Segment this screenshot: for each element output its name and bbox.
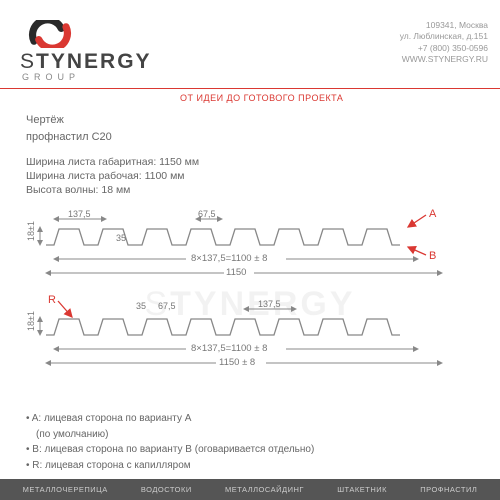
dim-eq-top: 8×137,5=1100 ± 8 bbox=[191, 253, 267, 264]
header: STYNERGY GROUP 109341, Москва ул. Люблин… bbox=[0, 0, 500, 89]
label-b: B bbox=[429, 250, 436, 262]
footer: МЕТАЛЛОЧЕРЕПИЦА ВОДОСТОКИ МЕТАЛЛОСАЙДИНГ… bbox=[0, 479, 500, 500]
note-a2: (по умолчанию) bbox=[36, 429, 109, 440]
dim-1375-top: 137,5 bbox=[68, 209, 91, 219]
dim-1375-bot: 137,5 bbox=[258, 299, 281, 309]
slogan: ОТ ИДЕИ ДО ГОТОВОГО ПРОЕКТА bbox=[180, 93, 343, 103]
logo-name-bold: TYNERGY bbox=[36, 50, 152, 73]
label-a: A bbox=[429, 208, 437, 220]
logo-mark bbox=[26, 20, 74, 48]
footer-c4: ШТАКЕТНИК bbox=[337, 485, 387, 494]
spec-wave: Высота волны: 18 мм bbox=[26, 183, 474, 197]
logo-name: STYNERGY bbox=[20, 50, 152, 74]
body: Чертёж профнастил С20 Ширина листа габар… bbox=[0, 103, 500, 473]
note-a: A: лицевая сторона по варианту А bbox=[32, 413, 192, 424]
contact-addr2: ул. Люблинская, д.151 bbox=[400, 31, 488, 42]
contact-addr1: 109341, Москва bbox=[400, 20, 488, 31]
dim-eq-bot: 8×137,5=1100 ± 8 bbox=[191, 343, 267, 354]
logo-name-prefix: S bbox=[20, 50, 36, 73]
slogan-row: ОТ ИДЕИ ДО ГОТОВОГО ПРОЕКТА bbox=[0, 89, 500, 103]
contact-block: 109341, Москва ул. Люблинская, д.151 +7 … bbox=[400, 20, 488, 82]
dim-height-top: 18±1 bbox=[26, 221, 36, 241]
note-b: B: лицевая сторона по варианту B (оговар… bbox=[32, 444, 314, 455]
logo-group: GROUP bbox=[22, 72, 80, 82]
label-r: R bbox=[48, 294, 56, 306]
notes: • A: лицевая сторона по варианту А (по у… bbox=[26, 411, 474, 473]
profile-top: 18±1 137,5 67,5 35 A B 8×137,5=1100 bbox=[26, 208, 442, 278]
dim-overall-top: 1150 bbox=[226, 267, 246, 278]
contact-phone: +7 (800) 350-0596 bbox=[400, 43, 488, 54]
spec-overall: Ширина листа габаритная: 1150 мм bbox=[26, 155, 474, 169]
specs: Ширина листа габаритная: 1150 мм Ширина … bbox=[26, 155, 474, 198]
dim-35-top: 35 bbox=[116, 233, 126, 243]
drawing-title: Чертёж bbox=[26, 113, 474, 128]
spec-working: Ширина листа рабочая: 1100 мм bbox=[26, 169, 474, 183]
dim-overall-bot: 1150 ± 8 bbox=[219, 357, 255, 368]
dim-35-bot: 35 bbox=[136, 301, 146, 311]
profile-bottom: 18±1 R 35 67,5 137,5 8×137,5=1100 ± 8 bbox=[26, 294, 442, 368]
dim-height-bot: 18±1 bbox=[26, 311, 36, 331]
technical-drawing: STYNERGY 18±1 bbox=[26, 205, 474, 405]
logo: STYNERGY GROUP bbox=[20, 20, 152, 82]
contact-site: WWW.STYNERGY.RU bbox=[400, 54, 488, 65]
product-name: профнастил С20 bbox=[26, 130, 474, 145]
dim-675-bot: 67,5 bbox=[158, 301, 176, 311]
dim-675-top: 67,5 bbox=[198, 209, 216, 219]
footer-c3: МЕТАЛЛОСАЙДИНГ bbox=[225, 485, 304, 494]
footer-c2: ВОДОСТОКИ bbox=[141, 485, 192, 494]
note-r: R: лицевая сторона с капилляром bbox=[32, 460, 190, 471]
footer-c1: МЕТАЛЛОЧЕРЕПИЦА bbox=[23, 485, 108, 494]
footer-c5: ПРОФНАСТИЛ bbox=[420, 485, 477, 494]
